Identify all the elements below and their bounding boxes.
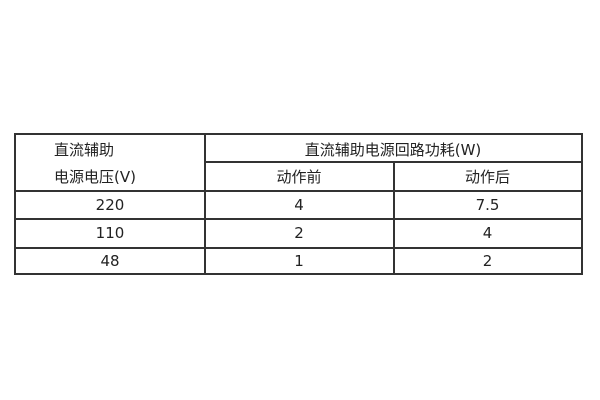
- table-cell: 110: [95, 224, 125, 242]
- power-consumption-table: 直流辅助 电源电压(V) 直流辅助电源回路功耗(W) 动作前 动作后 220 4…: [14, 133, 583, 275]
- table-cell: 4: [294, 196, 304, 214]
- divider: [16, 247, 581, 249]
- table-cell: 220: [95, 196, 125, 214]
- header-voltage-line2: 电源电压(V): [54, 167, 136, 186]
- table-cell: 2: [482, 252, 493, 270]
- header-before: 动作前: [276, 167, 322, 186]
- header-power-group: 直流辅助电源回路功耗(W): [304, 140, 482, 159]
- table-cell: 2: [294, 224, 304, 242]
- table-cell: 48: [100, 252, 120, 270]
- header-after: 动作后: [464, 167, 510, 186]
- divider: [393, 162, 395, 273]
- divider: [204, 135, 206, 273]
- header-voltage-line1: 直流辅助: [54, 140, 115, 159]
- table-cell: 1: [294, 252, 304, 270]
- divider: [204, 161, 581, 163]
- table-cell: 7.5: [475, 196, 500, 214]
- divider: [16, 218, 581, 220]
- table-cell: 4: [482, 224, 493, 242]
- divider: [16, 190, 581, 192]
